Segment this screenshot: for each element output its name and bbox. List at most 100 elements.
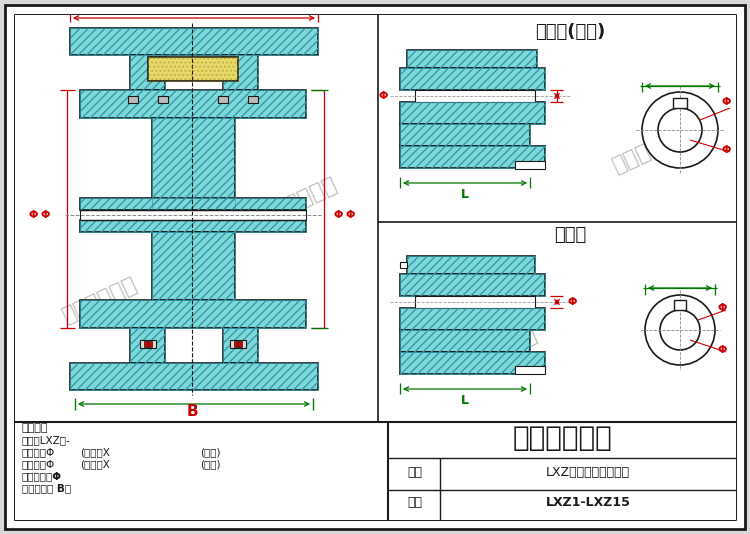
Bar [407,256,535,274]
Bar [152,118,235,210]
Bar [407,256,535,274]
Bar [70,363,318,390]
Text: Φ: Φ [40,210,50,220]
Bar [400,352,545,374]
Bar [400,146,545,168]
Bar [158,96,168,103]
Bar [130,55,165,90]
Bar [400,262,407,268]
Text: 型号：LXZ型-: 型号：LXZ型- [22,435,70,445]
Bar [80,90,306,118]
Text: Φ: Φ [722,145,731,155]
Bar [218,96,228,103]
Text: Φ: Φ [718,303,728,313]
Bar [80,90,306,118]
Bar [400,352,545,374]
Text: 适用: 适用 [407,497,422,509]
Text: Φ: Φ [28,210,38,220]
Bar [515,161,545,169]
Text: LXZ型弹性柱销联轴器: LXZ型弹性柱销联轴器 [546,466,630,478]
Circle shape [642,92,718,168]
Text: Φ: Φ [345,210,355,220]
Bar [415,90,535,102]
Text: L: L [461,395,469,407]
Bar [80,220,306,232]
Bar [400,274,545,296]
Bar [128,96,138,103]
Bar [400,146,545,168]
Bar [400,102,545,124]
Bar [400,102,545,124]
Bar [515,366,545,374]
Text: 文字标注: 文字标注 [22,423,49,433]
Text: (孔长): (孔长) [200,447,220,457]
Bar [223,328,258,363]
Text: 从动端: 从动端 [554,226,586,244]
Bar [248,96,258,103]
Bar [140,340,156,348]
Bar [400,308,545,330]
Bar [130,55,165,90]
Text: (孔径）X: (孔径）X [80,447,110,457]
Bar [130,328,165,363]
Text: 主动端(轮端): 主动端(轮端) [535,23,605,41]
Text: 泊头友谊机械: 泊头友谊机械 [460,324,541,376]
Bar [152,118,235,210]
Bar [80,210,306,220]
Bar [152,232,235,300]
Bar [234,341,242,347]
Bar [400,68,545,90]
Circle shape [658,108,702,152]
Text: Φ: Φ [333,210,343,220]
Text: 泊头友谊机械: 泊头友谊机械 [610,124,691,176]
Text: B: B [186,404,198,420]
Bar [400,68,545,90]
Text: Φ: Φ [378,91,388,101]
Bar [223,328,258,363]
Text: 泊头友谊机械: 泊头友谊机械 [512,424,612,452]
Text: 主动端：Φ: 主动端：Φ [22,447,56,457]
Bar [230,340,246,348]
Bar [70,363,318,390]
Text: Φ: Φ [567,297,576,307]
Bar [70,28,318,55]
Circle shape [645,295,715,365]
Text: 制动轮宽度 B＝: 制动轮宽度 B＝ [22,483,71,493]
Circle shape [660,310,700,350]
Text: 名称: 名称 [407,466,422,478]
Bar [395,45,573,215]
Bar [130,328,165,363]
Polygon shape [674,300,686,310]
Text: 制动轮外径Φ: 制动轮外径Φ [22,471,62,481]
Text: LXZ1-LXZ15: LXZ1-LXZ15 [545,497,631,509]
Bar [407,50,537,68]
Bar [400,330,530,352]
Bar [223,55,258,90]
Bar [400,308,545,330]
Bar [400,124,530,146]
Bar [395,248,573,413]
Bar [80,300,306,328]
Bar [400,330,530,352]
Polygon shape [673,98,687,108]
Bar [223,55,258,90]
Text: 泊头友谊机械: 泊头友谊机械 [260,174,340,226]
Text: L: L [461,189,469,201]
Text: Φ: Φ [718,345,728,355]
Text: (孔长): (孔长) [200,459,220,469]
Bar [80,300,306,328]
Text: 泊头友谊机械: 泊头友谊机械 [59,274,140,326]
Bar [80,198,306,210]
Bar [148,57,238,81]
Bar [400,124,530,146]
Text: 从动端：Φ: 从动端：Φ [22,459,56,469]
Bar [144,341,152,347]
Bar [407,50,537,68]
Bar [70,28,318,55]
Bar [152,232,235,300]
Bar [80,220,306,232]
Bar [148,57,238,81]
Text: Φ: Φ [722,97,731,107]
Text: (孔径）X: (孔径）X [80,459,110,469]
Bar [80,198,306,210]
